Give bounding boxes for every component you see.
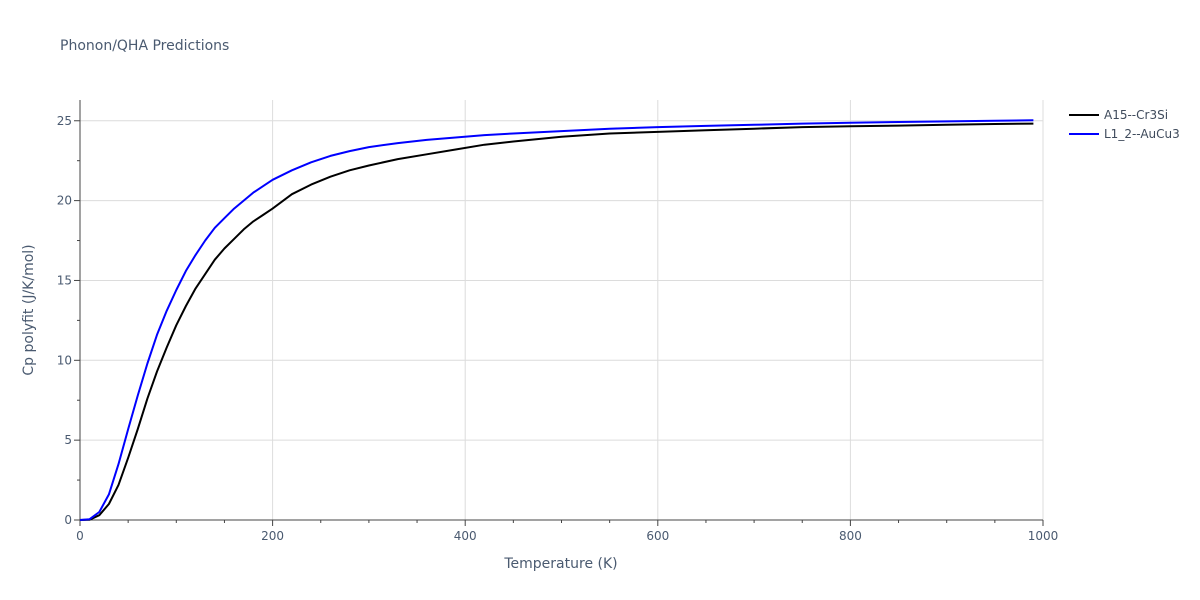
x-tick-label: 400	[454, 529, 477, 543]
y-axis-title: Cp polyfit (J/K/mol)	[21, 244, 37, 375]
tick-labels: 0 200 400 600 800 1000 0 5 10 15 20 25	[57, 114, 1059, 543]
x-tick-label: 1000	[1028, 529, 1059, 543]
y-tick-label: 25	[57, 114, 72, 128]
plot-area	[79, 119, 1034, 521]
y-tick-label: 10	[57, 353, 72, 367]
x-tick-label: 600	[646, 529, 669, 543]
legend-label: A15--Cr3Si	[1104, 108, 1168, 122]
x-tick-label: 800	[839, 529, 862, 543]
legend[interactable]: A15--Cr3Si L1_2--AuCu3	[1069, 108, 1180, 141]
y-tick-label: 5	[64, 433, 72, 447]
series-line-1	[79, 122, 1034, 521]
x-axis-title: Temperature (K)	[503, 556, 617, 572]
grid	[80, 100, 1044, 520]
axes	[74, 100, 1044, 526]
y-tick-label: 0	[64, 513, 72, 527]
x-tick-label: 0	[76, 529, 84, 543]
legend-item[interactable]: L1_2--AuCu3	[1069, 127, 1180, 141]
y-tick-label: 20	[57, 194, 72, 208]
x-tick-label: 200	[261, 529, 284, 543]
y-tick-label: 15	[57, 273, 72, 287]
legend-label: L1_2--AuCu3	[1104, 127, 1180, 141]
series-line-2	[79, 119, 1034, 521]
chart-title: Phonon/QHA Predictions	[60, 38, 229, 54]
legend-item[interactable]: A15--Cr3Si	[1069, 108, 1168, 122]
